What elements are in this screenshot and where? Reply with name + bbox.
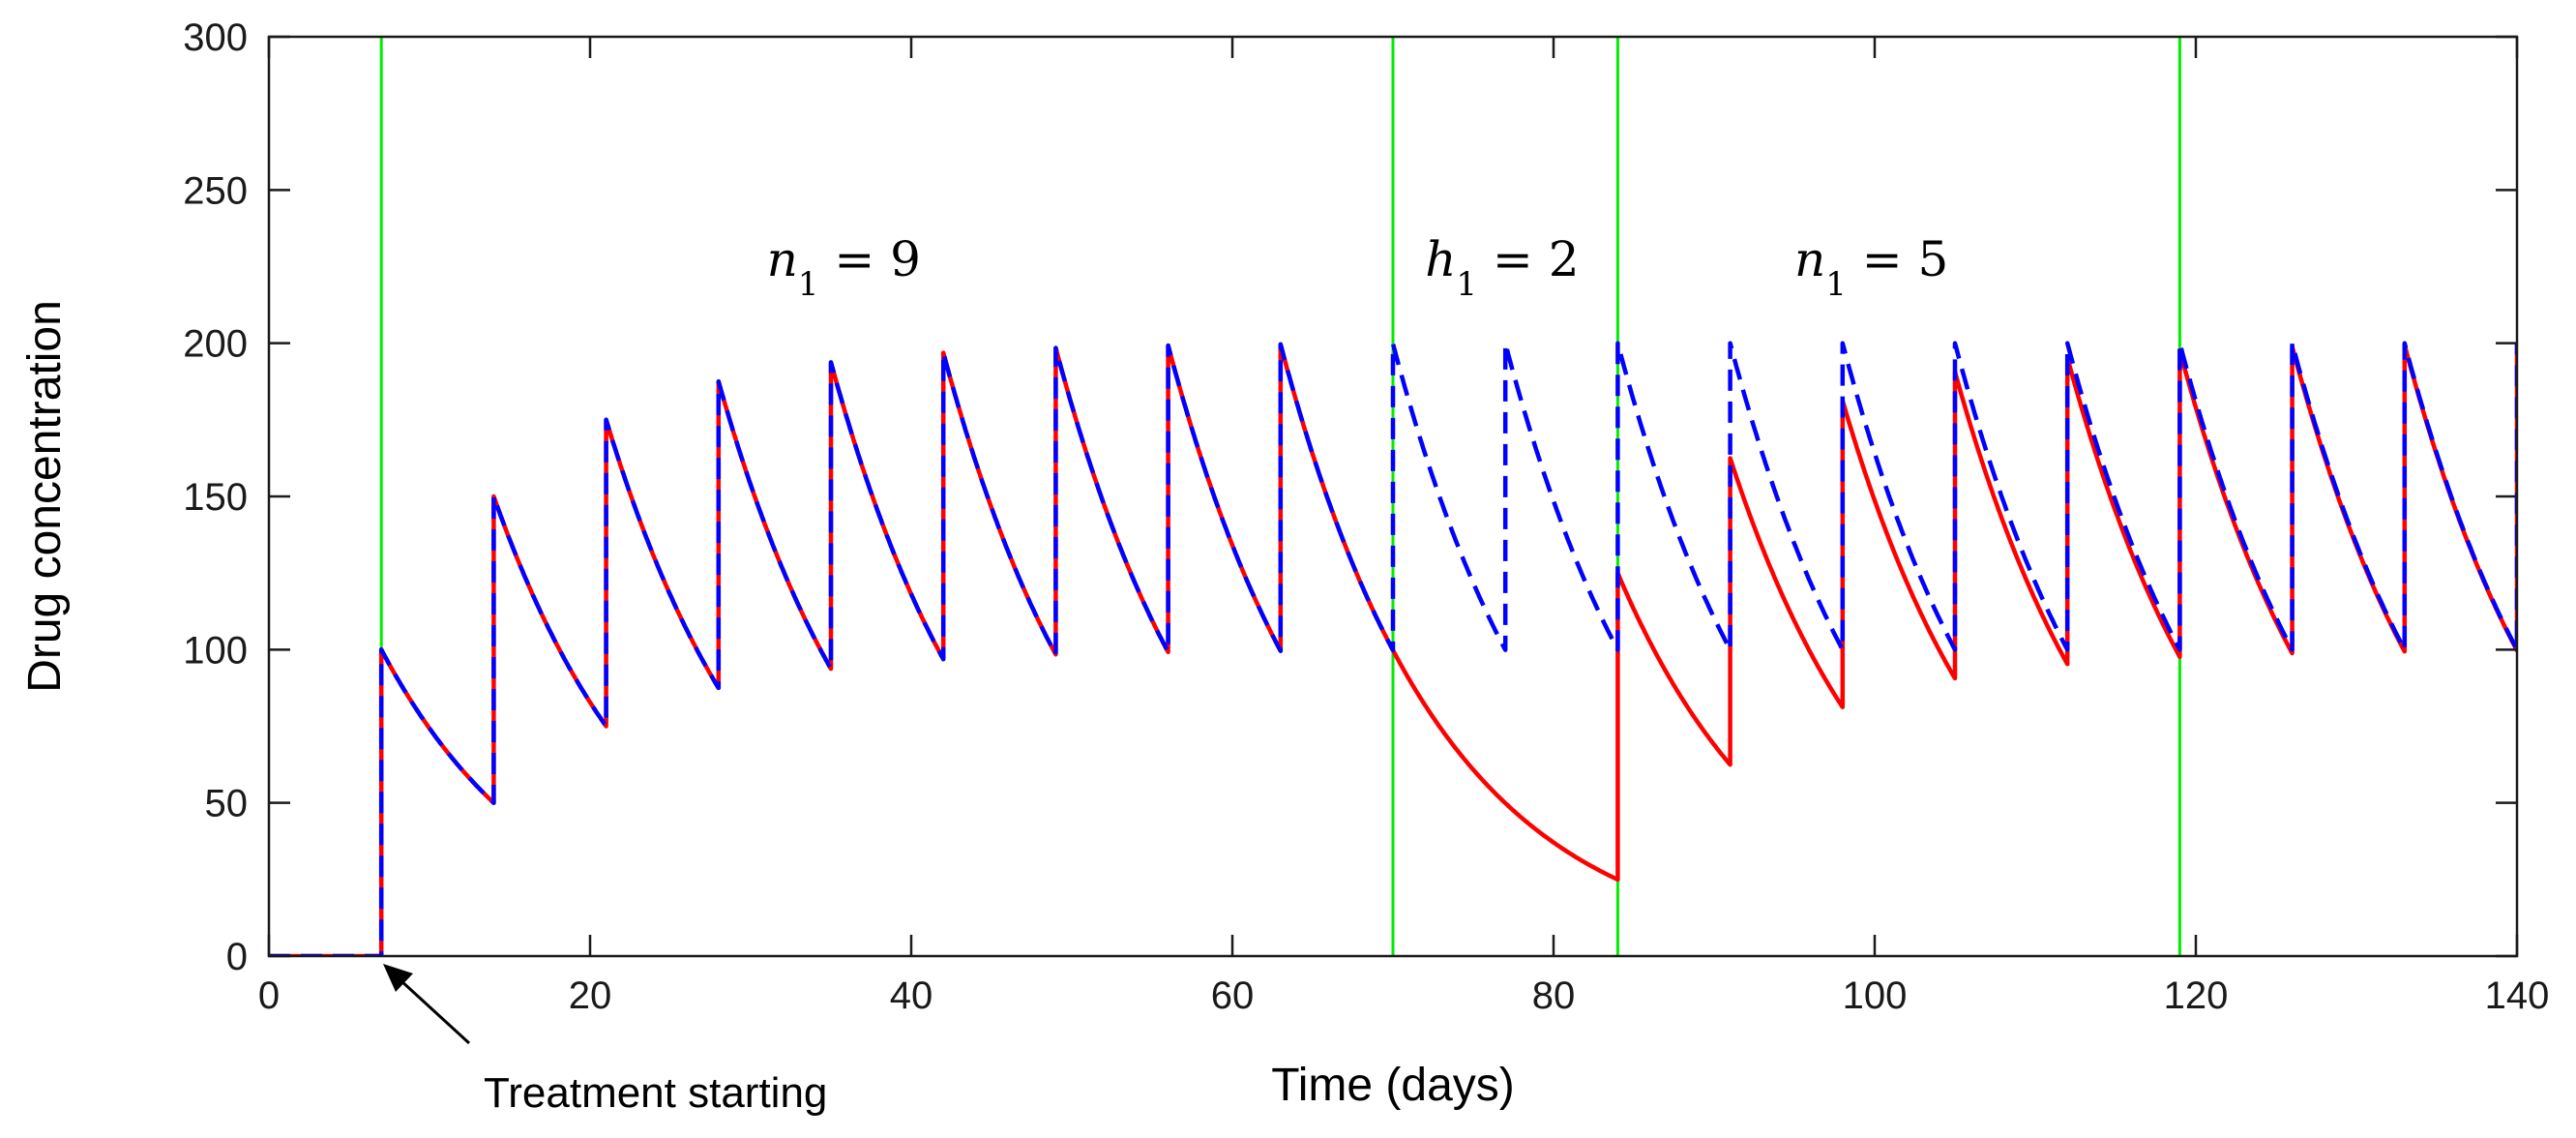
x-axis-label: Time (days) xyxy=(1271,1060,1515,1111)
x-tick-label: 60 xyxy=(1211,974,1255,1017)
x-tick-label: 20 xyxy=(569,974,612,1017)
x-tick-label: 0 xyxy=(258,974,280,1017)
series-line-blue-dashed xyxy=(269,341,2517,956)
phase-annotation: h1 = 2 xyxy=(1425,231,1579,304)
y-tick-label: 0 xyxy=(226,936,248,978)
y-tick-label: 150 xyxy=(183,476,248,519)
phase-annotations: n1 = 9 h1 = 2 n1 = 5 xyxy=(767,231,1949,304)
y-tick-label: 200 xyxy=(183,323,248,366)
treatment-start-annotation: Treatment starting xyxy=(383,964,827,1117)
x-tick-label: 120 xyxy=(2164,974,2229,1017)
x-tick-label: 80 xyxy=(1532,974,1576,1017)
x-tick-label: 40 xyxy=(890,974,933,1017)
y-tick-label: 100 xyxy=(183,629,248,672)
y-tick-label: 300 xyxy=(183,16,248,59)
x-tick-label: 100 xyxy=(1843,974,1908,1017)
y-axis-label: Drug concentration xyxy=(19,300,71,693)
phase-annotation: n1 = 9 xyxy=(767,231,921,304)
treatment-start-label: Treatment starting xyxy=(484,1069,827,1117)
x-tick-label: 140 xyxy=(2485,974,2550,1017)
y-tick-label: 250 xyxy=(183,169,248,212)
treatment-start-arrowhead xyxy=(383,964,413,992)
y-tick-label: 50 xyxy=(205,783,249,825)
axis-ticks: 0 20 40 60 80 100 120 140 0 50 100 150 200 250 300 xyxy=(183,16,2549,1017)
series-layer xyxy=(269,341,2517,956)
phase-annotation: n1 = 5 xyxy=(1794,231,1948,304)
